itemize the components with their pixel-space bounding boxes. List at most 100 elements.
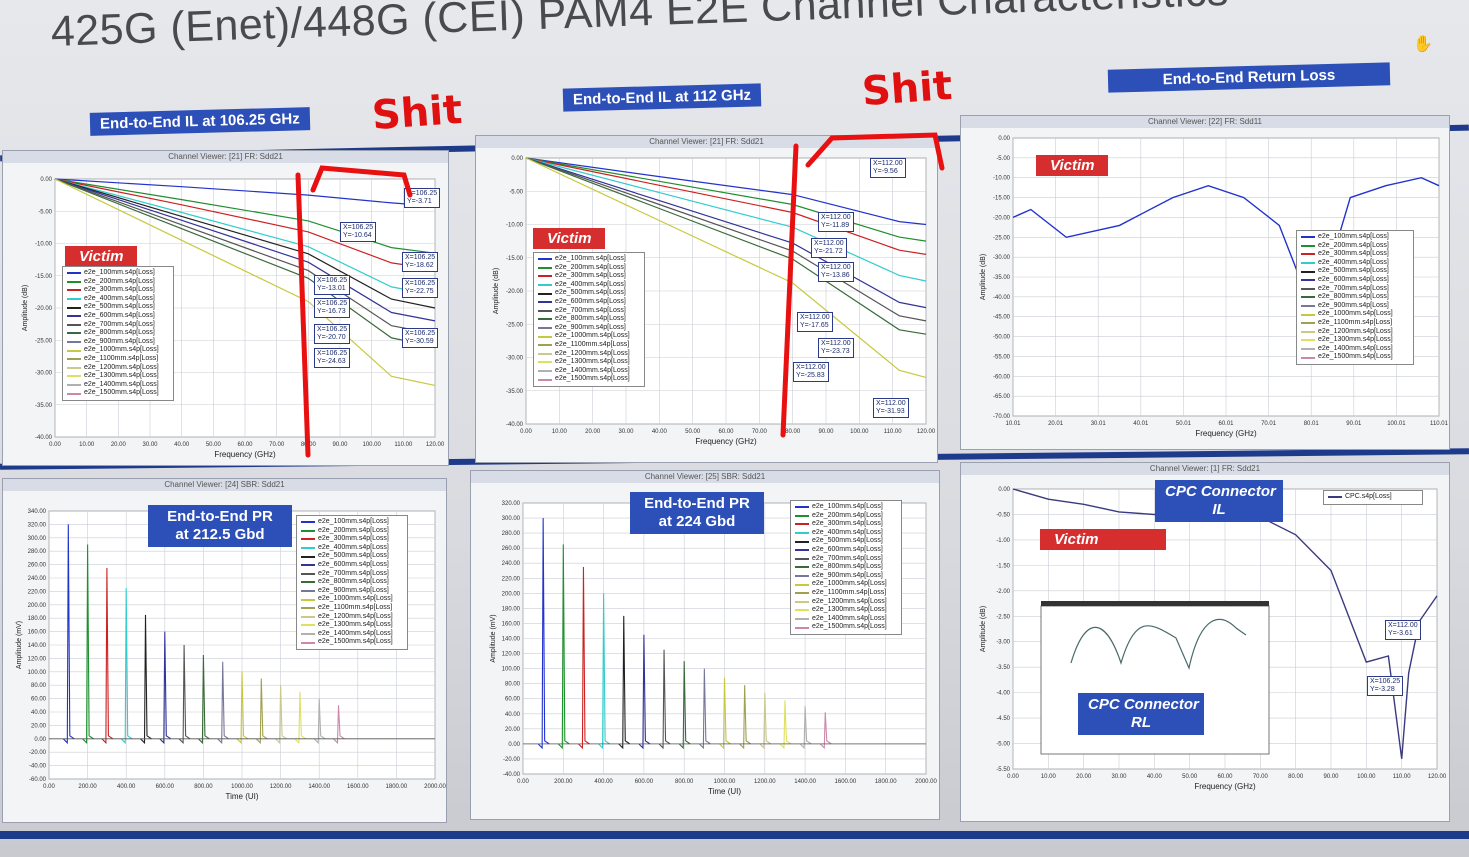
y-tick-label: -25.00 [506,322,524,328]
y-axis-label: Amplitude (dB) [980,606,987,652]
legend-swatch [1301,236,1315,239]
label-line: End-to-End PR [644,495,750,512]
x-tick-label: 10.00 [79,442,95,448]
legend-label: e2e_1200mm.s4p[Loss] [555,349,630,357]
pulse-peak [618,615,631,750]
y-tick-label: 260.00 [28,563,47,569]
x-tick-label: 80.00 [301,442,317,448]
x-tick-label: 50.00 [685,429,701,435]
legend-swatch [1301,296,1315,299]
y-tick-label: 20.00 [505,727,521,733]
viewer-header: Channel Viewer: [24] SBR: Sdd21 [3,479,446,491]
legend-label: e2e_1300mm.s4p[Loss] [1318,336,1393,344]
legend-label: e2e_600mm.s4p[Loss] [84,311,155,319]
pulse-peak [658,649,671,750]
y-tick-label: 320.00 [502,501,521,507]
label-line: End-to-End PR [167,508,273,525]
legend-label: e2e_500mm.s4p[Loss] [812,537,883,545]
legend-swatch [795,523,809,526]
legend-label: e2e_300mm.s4p[Loss] [1318,250,1389,258]
pulse-peak [598,593,610,750]
label-line: at 212.5 Gbd [175,526,265,543]
legend-label: e2e_200mm.s4p[Loss] [1318,241,1389,249]
y-tick-label: -3.00 [996,640,1010,646]
y-tick-label: 180.00 [28,616,47,622]
legend-swatch [1301,270,1315,273]
y-axis-label: Amplitude (mV) [490,614,497,662]
x-tick-label: 70.00 [752,429,768,435]
label-line: RL [1131,714,1151,731]
legend-entry: e2e_1500mm.s4p[Loss] [67,389,169,398]
legend-entry: e2e_1500mm.s4p[Loss] [538,375,640,384]
x-tick-label: 1200.00 [754,779,776,785]
legend-entry: e2e_500mm.s4p[Loss] [1301,267,1409,276]
legend-swatch [67,315,81,318]
legend-swatch [538,284,552,287]
legend-entry: e2e_1100mm.s4p[Loss] [795,589,897,598]
legend-label: e2e_900mm.s4p[Loss] [318,586,389,594]
legend-label: e2e_800mm.s4p[Loss] [555,315,626,323]
y-tick-label: -40.00 [503,772,521,778]
label-line: CPC Connector [1088,696,1199,713]
pulse-peak [739,685,751,750]
legend-swatch [795,506,809,509]
legend-swatch [1301,244,1315,247]
y-tick-label: -25.00 [35,338,53,344]
legend-label: e2e_1500mm.s4p[Loss] [318,638,393,646]
legend-label: e2e_300mm.s4p[Loss] [318,535,389,543]
legend-entry: e2e_100mm.s4p[Loss] [301,518,403,527]
legend-entry: e2e_600mm.s4p[Loss] [538,298,640,307]
y-tick-label: -35.00 [993,275,1011,281]
legend-entry: CPC.s4p[Loss] [1345,493,1392,500]
x-axis-label: Time (UI) [708,787,741,796]
x-tick-label: 30.00 [142,442,158,448]
pulse-peak [537,518,550,750]
x-tick-label: 60.01 [1218,421,1234,427]
legend-label: e2e_300mm.s4p[Loss] [555,272,626,280]
legend-entry: e2e_1200mm.s4p[Loss] [538,350,640,359]
legend-entry: e2e_700mm.s4p[Loss] [795,555,897,564]
legend-label: e2e_1400mm.s4p[Loss] [1318,344,1393,352]
handwritten-annotation: Shit [860,62,954,116]
legend-label: e2e_1300mm.s4p[Loss] [555,358,630,366]
legend-swatch [67,332,81,335]
panel-pr-212: Channel Viewer: [24] SBR: Sdd21 0.00 200.… [2,478,447,823]
legend-label: e2e_900mm.s4p[Loss] [84,337,155,345]
label-cpc-rl: CPC Connector RL [1078,693,1204,735]
legend-swatch [538,378,552,381]
legend-cpc: CPC.s4p[Loss] [1323,490,1423,505]
x-tick-label: 100.00 [850,429,869,435]
legend-swatch [301,615,315,618]
legend-pr-212: e2e_100mm.s4p[Loss] e2e_200mm.s4p[Loss] e2… [296,515,408,650]
x-tick-label: 0.00 [43,784,55,790]
y-tick-label: 100.00 [28,670,47,676]
legend-swatch [301,538,315,541]
y-tick-label: -30.00 [35,371,53,377]
legend-swatch [67,384,81,387]
y-axis-label: Amplitude (mV) [16,621,23,669]
legend-swatch [538,266,552,269]
y-tick-label: -10.00 [993,176,1011,182]
legend-entry: e2e_1400mm.s4p[Loss] [538,367,640,376]
y-tick-label: 220.00 [502,576,521,582]
viewer-header: Channel Viewer: [1] FR: Sdd21 [961,463,1449,475]
legend-entry: e2e_400mm.s4p[Loss] [1301,259,1409,268]
legend-entry: e2e_600mm.s4p[Loss] [301,561,403,570]
legend-entry: e2e_1400mm.s4p[Loss] [795,615,897,624]
y-tick-label: 300.00 [502,516,521,522]
legend-swatch [795,540,809,543]
y-tick-label: -20.00 [506,289,524,295]
x-tick-label: 100.00 [1357,774,1376,780]
y-tick-label: -20.00 [993,215,1011,221]
legend-label: e2e_1400mm.s4p[Loss] [84,380,159,388]
label-line: at 224 Gbd [658,513,736,530]
legend-label: e2e_800mm.s4p[Loss] [318,578,389,586]
inset-header-bar [1041,601,1269,606]
y-tick-label: -10.00 [35,242,53,248]
y-tick-label: 200.00 [502,591,521,597]
legend-entry: e2e_700mm.s4p[Loss] [67,321,169,330]
legend-label: e2e_1300mm.s4p[Loss] [812,606,887,614]
legend-entry: e2e_1200mm.s4p[Loss] [67,364,169,373]
legend-entry: e2e_700mm.s4p[Loss] [1301,285,1409,294]
legend-swatch [301,581,315,584]
